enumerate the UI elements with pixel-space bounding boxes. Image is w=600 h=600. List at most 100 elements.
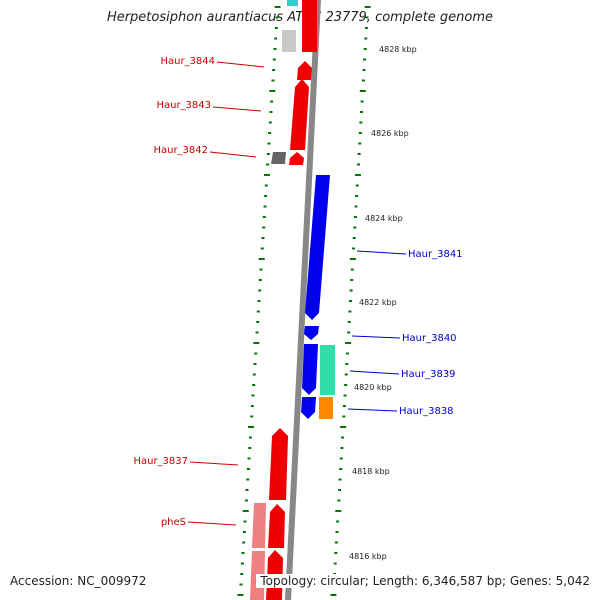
tick-mark <box>253 342 260 344</box>
summary-text: Topology: circular; Length: 6,346,587 bp… <box>256 574 590 588</box>
tick-mark <box>334 541 338 544</box>
tick-mark <box>350 268 354 271</box>
gene-label-haur-3842[interactable]: Haur_3842 <box>153 145 208 156</box>
gene-cyan[interactable] <box>287 0 298 6</box>
tick-mark <box>271 79 275 82</box>
tick-mark <box>257 300 261 302</box>
tick-mark <box>352 247 356 250</box>
leader-haur-3840 <box>351 335 401 339</box>
gene-label-haur-3839[interactable]: Haur_3839 <box>401 369 456 380</box>
tick-mark <box>338 478 342 481</box>
tick-mark <box>342 415 346 418</box>
gene-red-top[interactable] <box>302 0 317 52</box>
tick-mark <box>365 16 369 19</box>
tick-mark <box>363 58 367 61</box>
gene-lightgray[interactable] <box>282 30 296 52</box>
tick-mark <box>264 195 268 197</box>
tick-mark <box>266 163 270 166</box>
gene-haur-3842-gray[interactable] <box>271 152 286 164</box>
tick-mark <box>248 426 254 428</box>
tick-mark <box>342 405 346 407</box>
tick-mark <box>349 289 353 292</box>
leader-lines <box>187 61 407 526</box>
tick-mark <box>253 363 257 365</box>
tick-mark <box>242 510 249 512</box>
tick-mark <box>250 415 254 418</box>
gene-haur-3839-teal[interactable] <box>320 345 335 395</box>
gene-label-haur-3840[interactable]: Haur_3840 <box>402 333 457 344</box>
gene-haur-3838-orange[interactable] <box>319 397 333 419</box>
reverse-genes <box>301 175 335 419</box>
gene-label-haur-3838[interactable]: Haur_3838 <box>399 406 454 417</box>
tick-mark <box>345 363 349 365</box>
tick-mark <box>264 184 268 187</box>
tick-mark <box>268 121 272 124</box>
tick-mark <box>258 279 262 281</box>
tick-mark <box>262 216 266 218</box>
tick-mark <box>340 447 344 449</box>
gene-label-haur-3844[interactable]: Haur_3844 <box>160 56 215 67</box>
leader-haur-3844 <box>216 61 265 68</box>
scale-labels: 4828 kbp 4826 kbp 4824 kbp 4822 kbp 4820… <box>349 45 417 561</box>
gene-haur-3841[interactable] <box>305 175 330 320</box>
gene-label-phes[interactable]: pheS <box>161 517 186 528</box>
tick-mark <box>244 499 248 502</box>
genome-backbone <box>285 0 321 600</box>
tick-mark <box>344 373 348 376</box>
tick-mark <box>355 184 359 187</box>
leader-haur-3839 <box>349 370 400 375</box>
tick-mark <box>240 573 244 575</box>
tick-mark <box>256 321 260 323</box>
tick-mark <box>267 142 271 145</box>
tick-mark <box>333 562 337 565</box>
gene-haur-3839[interactable] <box>302 344 318 395</box>
tick-mark <box>347 321 351 323</box>
tick-mark <box>336 520 340 523</box>
gene-haur-3844[interactable] <box>297 61 312 80</box>
gene-haur-3843[interactable] <box>290 79 309 150</box>
tick-mark <box>247 457 251 460</box>
gene-haur-3838[interactable] <box>301 397 316 419</box>
tick-mark <box>240 562 244 565</box>
tick-mark <box>242 531 246 533</box>
tick-mark <box>239 583 243 586</box>
tick-mark <box>335 510 342 512</box>
gene-label-haur-3843[interactable]: Haur_3843 <box>156 100 211 111</box>
gene-haur-3842[interactable] <box>289 152 304 165</box>
tick-mark <box>246 468 250 470</box>
gene-phes[interactable] <box>268 504 285 548</box>
tick-mark <box>246 478 250 481</box>
tick-mark <box>274 37 278 40</box>
tick-mark <box>353 216 357 218</box>
gene-haur-3837[interactable] <box>269 428 288 500</box>
gene-label-haur-3837[interactable]: Haur_3837 <box>133 456 188 467</box>
tick-mark <box>359 121 363 124</box>
tick-mark <box>243 520 247 523</box>
tick-mark <box>252 384 256 386</box>
accession-text: Accession: NC_009972 <box>10 574 147 588</box>
scale-label: 4822 kbp <box>359 298 397 307</box>
leader-phes <box>187 521 237 526</box>
tick-mark <box>345 352 349 355</box>
tick-mark <box>358 132 362 134</box>
tick-mark <box>273 48 277 50</box>
tick-mark <box>349 258 356 260</box>
tick-mark <box>362 69 366 71</box>
tick-mark <box>274 27 278 29</box>
tick-mark <box>358 142 362 145</box>
tick-mark <box>255 331 259 334</box>
tick-mark <box>347 331 351 334</box>
gene-haur-3840[interactable] <box>304 326 319 340</box>
tick-mark <box>354 205 358 208</box>
tick-mark <box>272 69 276 71</box>
tick-mark <box>341 436 344 439</box>
gene-phes-pink[interactable] <box>252 503 266 548</box>
tick-mark <box>363 48 367 50</box>
gene-label-haur-3841[interactable]: Haur_3841 <box>408 249 463 260</box>
tick-mark <box>340 426 347 428</box>
tick-mark <box>266 153 270 155</box>
tick-mark <box>259 268 263 271</box>
tick-mark <box>360 100 364 103</box>
tick-mark <box>361 79 365 82</box>
